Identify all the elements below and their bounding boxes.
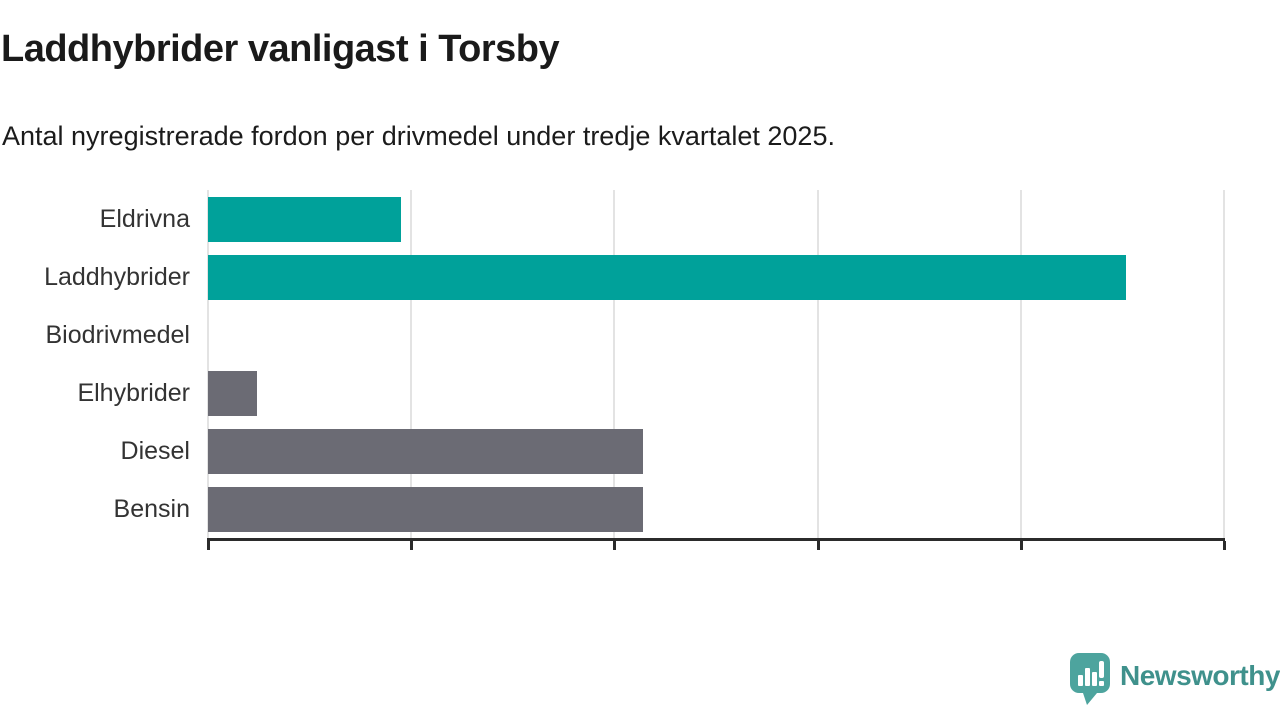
x-axis-tick-10 [410,541,414,550]
plot-area [207,190,1225,541]
category-label: Diesel [120,437,190,465]
category-label: Elhybrider [77,379,190,407]
page-title: Laddhybrider vanligast i Torsby [1,28,560,70]
bar-bensin [208,486,643,532]
gridline-50 [1223,190,1225,538]
category-labels: Eldrivna Laddhybrider Biodrivmedel Elhybrid… [0,190,190,538]
x-axis-tick-40 [1019,541,1023,550]
category-label: Eldrivna [99,205,190,233]
x-axis-tick-20 [613,541,617,550]
x-axis-line [207,538,1225,541]
chart-subtitle: Antal nyregistrerade fordon per drivmede… [2,121,835,151]
bar-diesel [208,428,643,474]
x-axis-tick-50 [1223,541,1226,550]
category-label: Bensin [113,495,190,523]
gridline-10 [410,190,413,538]
newsworthy-logo-icon [1070,653,1110,705]
gridline-20 [613,190,616,538]
x-axis-tick-0 [207,541,210,550]
category-label: Biodrivmedel [45,321,190,349]
gridline-0 [207,190,209,538]
bar-elhybrider [208,370,257,416]
gridline-40 [1019,190,1022,538]
gridline-30 [816,190,819,538]
x-axis-tick-30 [816,541,820,550]
bar-eldrivna [208,196,402,242]
bar-chart: Eldrivna Laddhybrider Biodrivmedel Elhybrid… [0,190,1280,590]
category-label: Laddhybrider [44,263,190,291]
brand-footer: Newsworthy [1070,652,1280,710]
brand-name: Newsworthy [1120,660,1280,691]
bar-laddhybrider [208,254,1127,300]
